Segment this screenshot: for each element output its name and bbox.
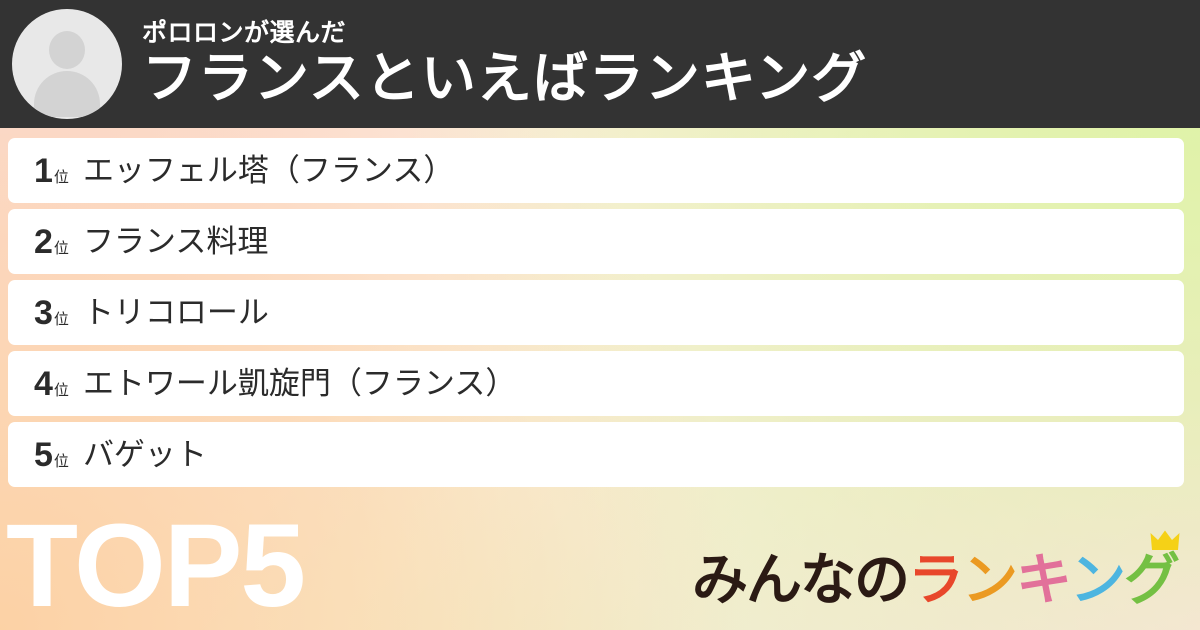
logo-char-gu-text: グ bbox=[1124, 548, 1180, 611]
minna-no-ranking-logo[interactable]: みんなの ラ ン キ ン グ bbox=[692, 530, 1180, 611]
avatar-body-shape bbox=[34, 71, 100, 117]
rank-item-label: トリコロール bbox=[82, 295, 269, 330]
crown-icon bbox=[1150, 530, 1180, 550]
rank-item-label: エトワール凱旋門（フランス） bbox=[82, 366, 517, 401]
page-title: フランスといえばランキング bbox=[142, 46, 868, 109]
rank-number: 5 bbox=[34, 435, 53, 474]
logo-char-n-1: ン bbox=[962, 548, 1018, 611]
rank-number: 3 bbox=[34, 293, 53, 332]
ranking-row[interactable]: 2 位フランス料理 bbox=[8, 209, 1184, 274]
rank-suffix: 位 bbox=[53, 239, 69, 257]
avatar-head-shape bbox=[49, 31, 85, 69]
top5-watermark: TOP5 bbox=[6, 500, 306, 630]
rank-number: 4 bbox=[34, 364, 53, 403]
ranking-row[interactable]: 5 位バゲット bbox=[8, 422, 1184, 487]
header-bar: ポロロンが選んだ フランスといえばランキング bbox=[0, 0, 1200, 128]
ranking-list: 1 位エッフェル塔（フランス） 2 位フランス料理 3 位トリコロール 4 位エトワール凱旋門… bbox=[8, 138, 1184, 487]
rank-suffix: 位 bbox=[53, 168, 69, 186]
user-avatar-icon bbox=[12, 9, 122, 119]
header-subtitle: ポロロンが選んだ bbox=[142, 18, 347, 47]
rank-suffix: 位 bbox=[53, 452, 69, 470]
logo-char-ki: キ bbox=[1016, 548, 1072, 611]
ranking-row[interactable]: 3 位トリコロール bbox=[8, 280, 1184, 345]
header-text-block: ポロロンが選んだ フランスといえばランキング bbox=[142, 18, 868, 109]
ranking-row[interactable]: 1 位エッフェル塔（フランス） bbox=[8, 138, 1184, 203]
logo-text-minnano: みんなの bbox=[692, 548, 910, 611]
ranking-row[interactable]: 4 位エトワール凱旋門（フランス） bbox=[8, 351, 1184, 416]
logo-char-ra: ラ bbox=[908, 548, 964, 611]
rank-item-label: エッフェル塔（フランス） bbox=[82, 153, 455, 188]
rank-item-label: フランス料理 bbox=[82, 224, 269, 259]
rank-suffix: 位 bbox=[53, 310, 69, 328]
rank-item-label: バゲット bbox=[82, 437, 207, 472]
logo-char-gu: グ bbox=[1124, 530, 1180, 608]
rank-number: 2 bbox=[34, 222, 53, 261]
logo-char-n-2: ン bbox=[1070, 548, 1126, 611]
rank-number: 1 bbox=[34, 151, 53, 190]
rank-suffix: 位 bbox=[53, 381, 69, 399]
